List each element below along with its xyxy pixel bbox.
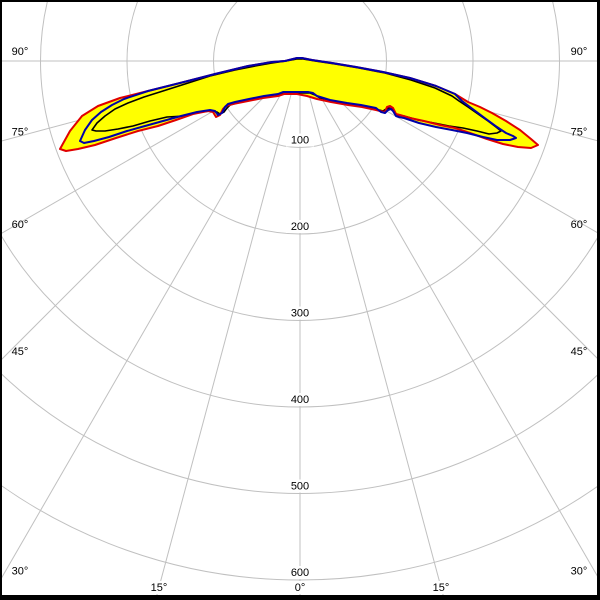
angle-label-mask [288, 581, 312, 594]
angle-label-mask [429, 581, 453, 594]
radial-tick-label: 400 [291, 394, 309, 406]
angle-label-bottom: 15° [433, 582, 450, 594]
radial-tick-label: 200 [291, 221, 309, 233]
angle-label-left: 45° [12, 346, 29, 358]
angle-label-right: 30° [571, 566, 588, 578]
grid-circle [2, 235, 597, 408]
blue-curve [79, 57, 517, 144]
grid-circle [126, 2, 474, 235]
angle-label-left: 75° [12, 126, 29, 138]
radial-label-mask [286, 393, 314, 406]
angle-label-mask [147, 581, 171, 594]
angle-label-left: 90° [12, 46, 29, 58]
grid-radial-line [156, 60, 301, 595]
angle-label-left: 30° [12, 566, 29, 578]
radial-tick-label: 500 [291, 481, 309, 493]
grid-circle [40, 2, 560, 321]
angle-label-bottom: 15° [151, 582, 168, 594]
grid-circle [2, 485, 597, 581]
grid-radial-line [299, 60, 597, 234]
grid-circle [213, 2, 387, 148]
grid-radial-line [299, 60, 597, 359]
angle-label-left: 60° [12, 219, 29, 231]
grid-radial-line [2, 60, 301, 234]
angle-label-right: 45° [571, 346, 588, 358]
grid-radial-line [2, 60, 301, 360]
angle-label-right: 90° [571, 46, 588, 58]
radial-tick-label: 100 [291, 135, 309, 147]
angle-label-right: 60° [571, 219, 588, 231]
radial-tick-label: 300 [291, 308, 309, 320]
radial-tick-label: 600 [291, 567, 309, 579]
radial-label-mask [286, 306, 314, 320]
grid-radial-line [2, 60, 301, 579]
radial-label-mask [286, 133, 314, 147]
grid-radial-line [299, 60, 597, 577]
grid-radial-line [299, 60, 444, 595]
radial-label-mask [286, 220, 314, 233]
angle-label-bottom: 0° [295, 582, 306, 594]
angle-label-right: 75° [571, 126, 588, 138]
radial-label-mask [286, 479, 314, 493]
grid-circle [2, 373, 597, 494]
radial-label-mask [286, 566, 314, 579]
